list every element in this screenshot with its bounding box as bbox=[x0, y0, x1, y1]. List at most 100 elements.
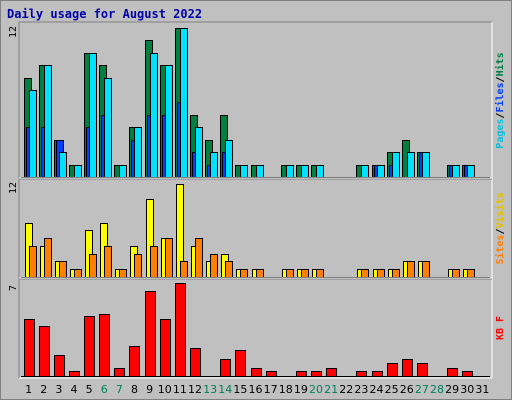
panel-ymax-label: 7 bbox=[8, 285, 19, 291]
day-label-19: 19 bbox=[294, 383, 308, 396]
legend-segment: / bbox=[495, 113, 506, 119]
bar-kbytes-day-1 bbox=[24, 319, 35, 377]
day-label-13: 13 bbox=[203, 383, 217, 396]
bar-kbytes-day-9 bbox=[145, 291, 156, 377]
bar-kbytes-day-17 bbox=[266, 371, 277, 377]
day-label-5: 5 bbox=[86, 383, 93, 396]
bar-sites-day-12 bbox=[195, 238, 203, 278]
bar-sites-day-2 bbox=[44, 238, 52, 278]
legend-segment: Sites bbox=[494, 235, 506, 265]
panel-legend: Sites/Visits bbox=[494, 192, 506, 264]
bar-kbytes-day-30 bbox=[462, 371, 473, 377]
bar-pages-day-8 bbox=[134, 127, 142, 178]
bar-pages-day-15 bbox=[240, 165, 248, 178]
bar-pages-day-6 bbox=[104, 78, 112, 178]
day-label-30: 30 bbox=[460, 383, 474, 396]
bar-kbytes-day-26 bbox=[402, 359, 413, 377]
bar-kbytes-day-27 bbox=[417, 363, 428, 377]
day-label-6: 6 bbox=[101, 383, 108, 396]
bar-kbytes-day-19 bbox=[296, 371, 307, 377]
bar-sites-day-9 bbox=[150, 246, 158, 278]
bar-pages-day-13 bbox=[210, 152, 218, 178]
day-label-20: 20 bbox=[309, 383, 323, 396]
day-label-21: 21 bbox=[324, 383, 338, 396]
legend-segment: Hits bbox=[494, 52, 506, 76]
day-label-3: 3 bbox=[55, 383, 62, 396]
bar-kbytes-day-2 bbox=[39, 326, 50, 377]
panel-ymax-label: 12 bbox=[8, 26, 19, 38]
panel-ymax-label: 12 bbox=[8, 182, 19, 194]
day-label-23: 23 bbox=[354, 383, 368, 396]
bar-sites-day-25 bbox=[392, 269, 400, 278]
bar-kbytes-day-15 bbox=[235, 350, 246, 377]
day-label-17: 17 bbox=[264, 383, 278, 396]
day-label-25: 25 bbox=[385, 383, 399, 396]
bar-pages-day-30 bbox=[467, 165, 475, 178]
bar-sites-day-10 bbox=[165, 238, 173, 278]
bar-sites-day-15 bbox=[240, 269, 248, 278]
day-label-16: 16 bbox=[249, 383, 263, 396]
bar-pages-day-20 bbox=[316, 165, 324, 178]
bar-pages-day-16 bbox=[256, 165, 264, 178]
bar-kbytes-day-7 bbox=[114, 368, 125, 377]
bar-sites-day-4 bbox=[74, 269, 82, 278]
bar-sites-day-11 bbox=[180, 261, 188, 278]
bar-kbytes-day-23 bbox=[356, 371, 367, 377]
legend-segment: Visits bbox=[494, 192, 506, 228]
bar-pages-day-19 bbox=[301, 165, 309, 178]
bar-sites-day-30 bbox=[467, 269, 475, 278]
bar-kbytes-day-16 bbox=[251, 368, 262, 377]
bar-sites-day-1 bbox=[29, 246, 37, 278]
bar-sites-day-8 bbox=[134, 254, 142, 278]
bar-pages-day-3 bbox=[59, 152, 67, 178]
day-label-31: 31 bbox=[475, 383, 489, 396]
bar-sites-day-19 bbox=[301, 269, 309, 278]
bar-sites-day-23 bbox=[361, 269, 369, 278]
series-kbytes bbox=[24, 283, 473, 377]
bar-kbytes-day-6 bbox=[99, 314, 110, 377]
day-label-28: 28 bbox=[430, 383, 444, 396]
day-label-4: 4 bbox=[70, 383, 77, 396]
day-label-27: 27 bbox=[415, 383, 429, 396]
bar-kbytes-day-4 bbox=[69, 371, 80, 377]
bar-kbytes-day-11 bbox=[175, 283, 186, 377]
day-label-29: 29 bbox=[445, 383, 459, 396]
legend-segment: / bbox=[495, 76, 506, 82]
panel-legend: KB F bbox=[495, 316, 506, 340]
panel-kbytes: 7 KB F bbox=[8, 277, 506, 377]
bar-pages-day-9 bbox=[150, 53, 158, 178]
bar-sites-day-27 bbox=[422, 261, 430, 278]
day-label-8: 8 bbox=[131, 383, 138, 396]
bar-kbytes-day-10 bbox=[160, 319, 171, 377]
day-label-7: 7 bbox=[116, 383, 123, 396]
legend-segment: / bbox=[495, 228, 506, 234]
bar-sites-day-29 bbox=[452, 269, 460, 278]
bar-kbytes-day-5 bbox=[84, 316, 95, 377]
bar-sites-day-5 bbox=[89, 254, 97, 278]
day-label-1: 1 bbox=[25, 383, 32, 396]
bar-sites-day-24 bbox=[377, 269, 385, 278]
bar-kbytes-day-3 bbox=[54, 355, 65, 377]
day-label-15: 15 bbox=[233, 383, 247, 396]
bar-sites-day-26 bbox=[407, 261, 415, 278]
day-label-2: 2 bbox=[40, 383, 47, 396]
bar-pages-day-2 bbox=[44, 65, 52, 178]
plot-frame bbox=[19, 22, 492, 378]
bar-kbytes-day-14 bbox=[220, 359, 231, 377]
day-label-22: 22 bbox=[339, 383, 353, 396]
bar-kbytes-day-20 bbox=[311, 371, 322, 377]
bar-sites-day-18 bbox=[286, 269, 294, 278]
bar-pages-day-23 bbox=[361, 165, 369, 178]
day-label-14: 14 bbox=[218, 383, 232, 396]
bar-kbytes-day-29 bbox=[447, 368, 458, 377]
chart-title: Daily usage for August 2022 bbox=[7, 7, 202, 21]
bar-kbytes-day-24 bbox=[372, 371, 383, 377]
bar-pages-day-4 bbox=[74, 165, 82, 178]
bar-sites-day-7 bbox=[119, 269, 127, 278]
legend-segment: KB F bbox=[495, 316, 506, 340]
day-label-26: 26 bbox=[400, 383, 414, 396]
bar-pages-day-7 bbox=[119, 165, 127, 178]
